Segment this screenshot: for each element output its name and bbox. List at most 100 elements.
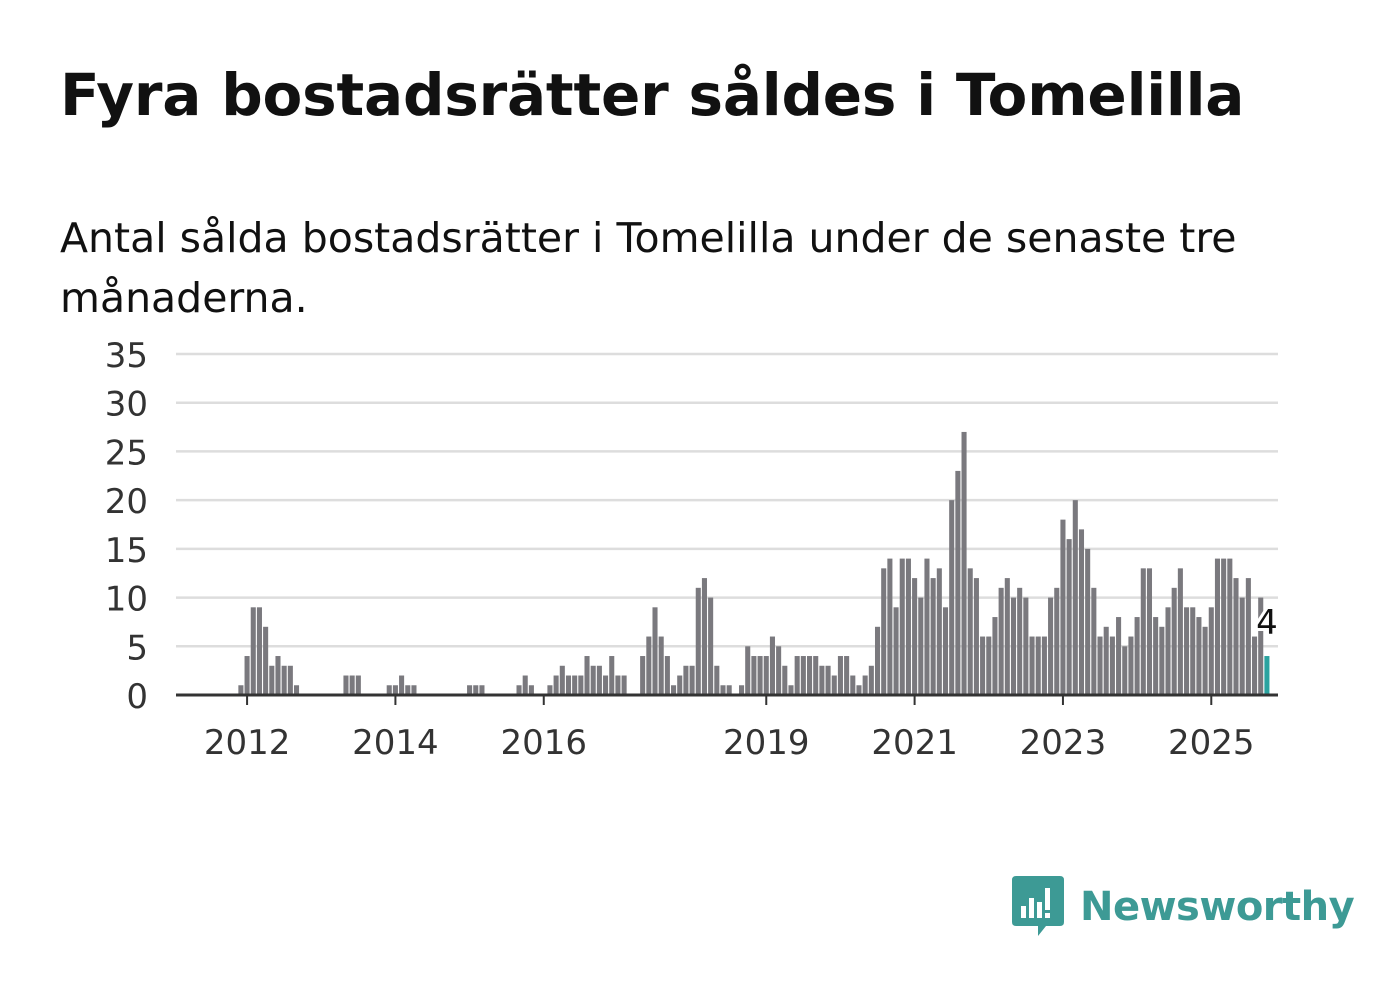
bar: [621, 675, 627, 695]
bar: [720, 685, 726, 695]
bar: [918, 597, 924, 695]
bar: [1221, 558, 1227, 695]
bar: [1066, 539, 1072, 695]
bar: [757, 656, 763, 695]
x-tick-label: 2014: [352, 723, 439, 763]
bar: [912, 578, 918, 695]
bar: [411, 685, 417, 695]
grid-layer: [176, 352, 1278, 648]
bar: [652, 607, 658, 695]
bar: [837, 656, 843, 695]
x-axis: 2012 2014 2016 2019 2021 2023 2025: [204, 695, 1255, 763]
x-tick-label: 2023: [1020, 723, 1107, 763]
bar: [1165, 607, 1171, 695]
bar: [961, 431, 967, 695]
y-tick-label: 5: [126, 628, 148, 668]
bar: [726, 685, 732, 695]
bar: [794, 656, 800, 695]
bar: [1184, 607, 1190, 695]
bar: [1190, 607, 1196, 695]
bar: [399, 675, 405, 695]
y-tick-label: 30: [105, 385, 148, 425]
bar: [547, 685, 553, 695]
bar: [1202, 626, 1208, 695]
bar: [1196, 617, 1202, 695]
bar: [596, 665, 602, 695]
bar: [1091, 587, 1097, 695]
bar: [349, 675, 355, 695]
bar: [1097, 636, 1103, 695]
bar: [881, 568, 887, 695]
bar: [788, 685, 794, 695]
newsworthy-logo-icon: [1012, 876, 1064, 936]
bar: [695, 587, 701, 695]
bar: [275, 656, 281, 695]
bar: [1109, 636, 1115, 695]
bar: [949, 500, 955, 695]
bar: [677, 675, 683, 695]
bar: [1245, 578, 1251, 695]
y-tick-label: 35: [105, 336, 148, 376]
bar: [973, 578, 979, 695]
bar: [658, 636, 664, 695]
bar: [782, 665, 788, 695]
bar: [1085, 548, 1091, 695]
bar: [516, 685, 522, 695]
bar-latest: [1264, 656, 1270, 695]
bar: [893, 607, 899, 695]
bar: [924, 558, 930, 695]
bar: [1208, 607, 1214, 695]
bar: [1134, 617, 1140, 695]
bar: [1023, 597, 1029, 695]
bar: [263, 626, 269, 695]
bar: [714, 665, 720, 695]
bar: [269, 665, 275, 695]
bar: [868, 665, 874, 695]
bar: [250, 607, 256, 695]
bar: [1054, 587, 1060, 695]
bar: [1035, 636, 1041, 695]
bar: [986, 636, 992, 695]
bar: [819, 665, 825, 695]
bar: [1214, 558, 1220, 695]
bar: [287, 665, 293, 695]
bar: [807, 656, 813, 695]
bar: [1159, 626, 1165, 695]
bar: [831, 675, 837, 695]
bar: [1048, 597, 1054, 695]
bar: [1153, 617, 1159, 695]
bar: [813, 656, 819, 695]
bar: [1233, 578, 1239, 695]
bar: [936, 568, 942, 695]
bar: [1078, 529, 1085, 695]
bar: [1041, 636, 1047, 695]
bar: [528, 685, 534, 695]
newsworthy-logo: Newsworthy: [1010, 876, 1355, 938]
bar: [967, 568, 973, 695]
bar: [1140, 568, 1146, 695]
bar: [1122, 646, 1128, 695]
bar: [1177, 568, 1183, 695]
bar-series: [176, 431, 1278, 697]
bar: [899, 558, 905, 695]
bar: [862, 675, 868, 695]
bar: [238, 685, 244, 695]
y-tick-label: 15: [105, 531, 148, 571]
bar: [980, 636, 986, 695]
y-tick-label: 20: [105, 482, 148, 522]
bar: [615, 675, 621, 695]
x-tick-label: 2021: [871, 723, 958, 763]
bar: [355, 675, 361, 695]
bar: [1103, 626, 1109, 695]
bar: [1258, 597, 1264, 695]
bar: [572, 675, 578, 695]
bar: [998, 587, 1004, 695]
bar: [874, 626, 881, 695]
y-axis: 0 5 10 15 20 25 30 35: [105, 336, 148, 717]
bar: [640, 656, 646, 695]
bar: [1029, 636, 1035, 695]
bar: [609, 656, 615, 695]
bar: [584, 656, 590, 695]
bar: [590, 665, 596, 695]
